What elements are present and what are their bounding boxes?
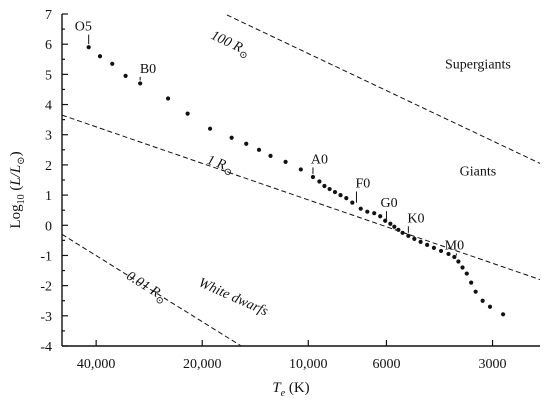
region-label: White dwarfs [196,276,270,320]
y-axis-title-sun: ⊙ [16,156,27,164]
region-label: Supergiants [445,57,511,72]
main-sequence-point [332,189,338,195]
main-sequence-point [456,259,461,264]
main-sequence-point [500,312,506,317]
y-tick-label: -4 [40,340,52,355]
spectral-class-label: B0 [140,62,156,77]
spectral-class-label: A0 [311,152,328,167]
y-axis-title-paren-close: ) [8,151,24,156]
main-sequence-point [338,192,343,198]
main-sequence-point [229,135,234,140]
y-axis-title-ratio: L/L [8,165,24,187]
main-sequence-point [358,206,363,211]
main-sequence-point [469,280,474,285]
radius-lines [62,14,540,346]
main-sequence-point [372,211,377,216]
radius-line-label-text: 1 R [205,153,228,174]
y-axis-title-sub: 10 [16,194,27,204]
x-axis-title-main: T [272,380,282,396]
x-axis-title: Te (K) [272,380,309,399]
y-axis-title: Log10 (L/L⊙) [8,151,27,228]
main-sequence-point [268,153,273,158]
x-axis-title-sub: e [281,388,286,399]
x-tick-label: 40,000 [77,357,116,372]
y-axis-title-paren-open: ( [8,186,24,195]
y-tick-label: 4 [45,99,52,114]
main-sequence-point [425,242,430,247]
main-sequence-point [460,265,465,270]
x-axis-title-unit: (K) [285,380,310,396]
radius-line-0 [223,14,540,164]
y-tick-label: -1 [40,249,52,264]
y-axis-title-main: Log [8,204,24,229]
main-sequence-point [418,239,423,244]
main-sequence-point [487,304,493,309]
main-sequence-point [400,230,405,235]
main-sequence-point [446,251,451,257]
main-sequence-point [378,214,383,219]
spectral-class-label: G0 [380,196,397,211]
region-label: Giants [460,164,497,179]
main-sequence-point [110,61,115,66]
sun-symbol: ⊙ [222,166,234,179]
x-tick-label: 10,000 [289,357,328,372]
main-sequence-point [207,126,213,131]
main-sequence-point [406,233,411,238]
spectral-class-label: K0 [407,211,424,226]
annotations: 100 R⊙ 1 R⊙ 0.01 R⊙ O5 B0 A0 F0 G0 K0 M0 Supergian… [75,20,511,320]
main-sequence-point [365,209,370,214]
radius-line-2 [62,233,242,346]
main-sequence-point [392,224,397,229]
y-tick-label: 5 [45,68,52,83]
main-sequence-point [317,179,322,184]
main-sequence-point [138,81,143,86]
y-tick-label: -2 [40,280,52,295]
spectral-class-label: O5 [75,20,92,35]
main-sequence-point [431,245,437,251]
spectral-class-label: F0 [355,177,370,192]
radius-line-1 [62,114,540,281]
radius-line-label-2: 0.01 R⊙ [122,269,170,308]
main-sequence-point [256,147,262,152]
main-sequence-points [86,45,506,317]
main-sequence-point [396,227,401,232]
main-sequence-point [244,141,249,146]
main-sequence-point [480,298,485,303]
main-sequence-point [123,73,128,78]
y-tick-label: 1 [45,189,52,204]
main-sequence-point [165,96,171,101]
axes: 7 6 5 4 3 2 1 0 -1 -2 -3 -4 40,000 20,000 10,000 6000 30… [40,8,540,372]
spectral-class-label: M0 [445,238,464,253]
main-sequence-point [438,248,444,254]
main-sequence-point [388,221,393,226]
y-tick-label: 6 [45,38,52,53]
x-tick-label: 6000 [372,357,400,372]
x-tick-label: 20,000 [183,357,222,372]
main-sequence-point [86,45,91,50]
main-sequence-point [97,54,103,59]
y-tick-label: 3 [45,129,52,144]
y-tick-label: 2 [45,159,52,174]
main-sequence-point [185,111,190,116]
main-sequence-point [464,271,469,276]
y-tick-label: 0 [45,219,52,234]
y-tick-label: 7 [45,8,52,23]
main-sequence-point [452,254,457,260]
x-tick-label: 3000 [479,357,507,372]
main-sequence-point [310,174,316,180]
main-sequence-point [298,167,303,172]
radius-line-label-0: 100 R⊙ [207,28,252,62]
main-sequence-point [473,289,478,294]
radius-line-label-1: 1 R⊙ [204,153,236,179]
y-tick-label: -3 [40,310,52,325]
main-sequence-point [350,200,355,205]
main-sequence-point [344,196,349,201]
main-sequence-point [327,186,332,192]
main-sequence-point [283,159,288,164]
main-sequence-point [322,183,327,189]
main-sequence-point [383,218,388,223]
main-sequence-point [412,236,417,241]
